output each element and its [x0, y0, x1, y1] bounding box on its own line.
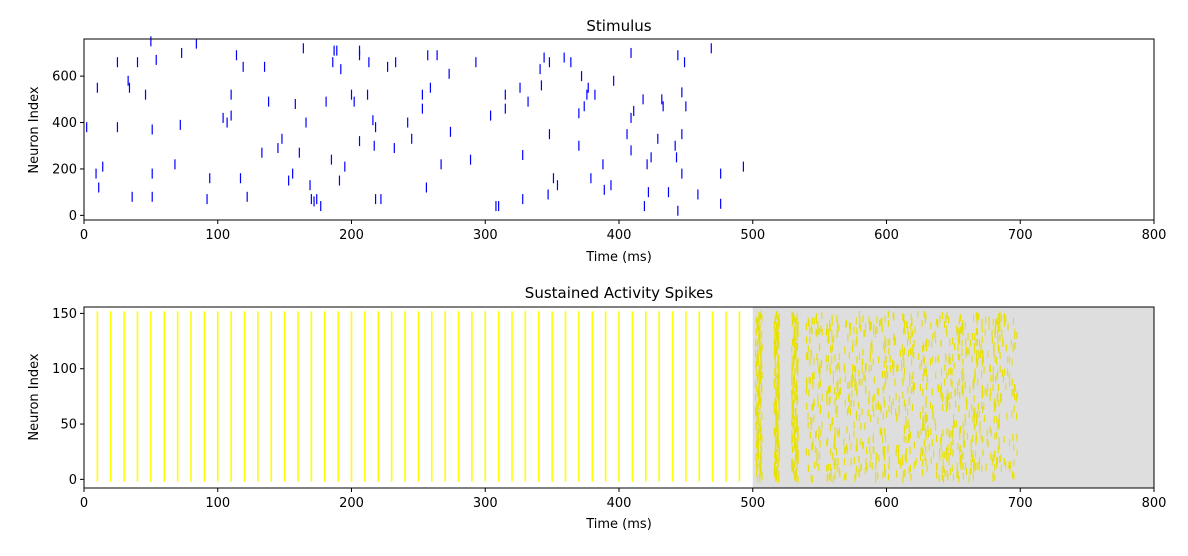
stimulus-panel: Stimulus 0 100 200 300 400 500 600 700 800 0 200 4…: [27, 17, 1166, 265]
stimulus-spikes: [86, 36, 744, 216]
stimulus-xtick-label: 800: [1142, 228, 1167, 243]
sustained-xtick-label: 700: [1008, 496, 1033, 511]
sustained-panel: Sustained Activity Spikes 0 100 200 300 400 5…: [27, 284, 1166, 532]
stimulus-xtick-label: 500: [740, 228, 765, 243]
stimulus-ytick-label: 400: [52, 116, 77, 131]
stimulus-xtick-label: 600: [874, 228, 899, 243]
stimulus-y-ticks: 0 200 400 600: [52, 70, 84, 224]
sustained-ytick-label: 0: [69, 473, 77, 488]
stimulus-plot-area: [84, 39, 1154, 220]
sustained-spikes: [96, 311, 1019, 483]
stimulus-ytick-label: 200: [52, 162, 77, 177]
stimulus-x-ticks: 0 100 200 300 400 500 600 700 800: [80, 220, 1167, 243]
sustained-xtick-label: 800: [1142, 496, 1167, 511]
sustained-shaded-region: [752, 307, 1154, 488]
sustained-x-ticks: 0 100 200 300 400 500 600 700 800: [80, 488, 1167, 511]
stimulus-xtick-label: 700: [1008, 228, 1033, 243]
stimulus-xtick-label: 300: [473, 228, 498, 243]
sustained-xtick-label: 100: [205, 496, 230, 511]
sustained-ytick-label: 100: [52, 362, 77, 377]
sustained-xtick-label: 600: [874, 496, 899, 511]
sustained-ylabel: Neuron Index: [27, 353, 42, 440]
sustained-xtick-label: 0: [80, 496, 88, 511]
sustained-ytick-label: 50: [60, 418, 77, 433]
sustained-xtick-label: 200: [339, 496, 364, 511]
sustained-xtick-label: 300: [473, 496, 498, 511]
sustained-xlabel: Time (ms): [585, 517, 652, 532]
stimulus-xlabel: Time (ms): [585, 250, 652, 265]
stimulus-xtick-label: 100: [205, 228, 230, 243]
stimulus-xtick-label: 200: [339, 228, 364, 243]
sustained-y-ticks: 0 50 100 150: [52, 307, 84, 488]
sustained-xtick-label: 500: [740, 496, 765, 511]
stimulus-xtick-label: 0: [80, 228, 88, 243]
sustained-xtick-label: 400: [607, 496, 632, 511]
stimulus-ytick-label: 0: [69, 209, 77, 224]
stimulus-xtick-label: 400: [607, 228, 632, 243]
sustained-ytick-label: 150: [52, 307, 77, 322]
sustained-title: Sustained Activity Spikes: [525, 284, 714, 302]
stimulus-title: Stimulus: [586, 17, 651, 35]
stimulus-ytick-label: 600: [52, 70, 77, 85]
stimulus-ylabel: Neuron Index: [27, 86, 42, 173]
